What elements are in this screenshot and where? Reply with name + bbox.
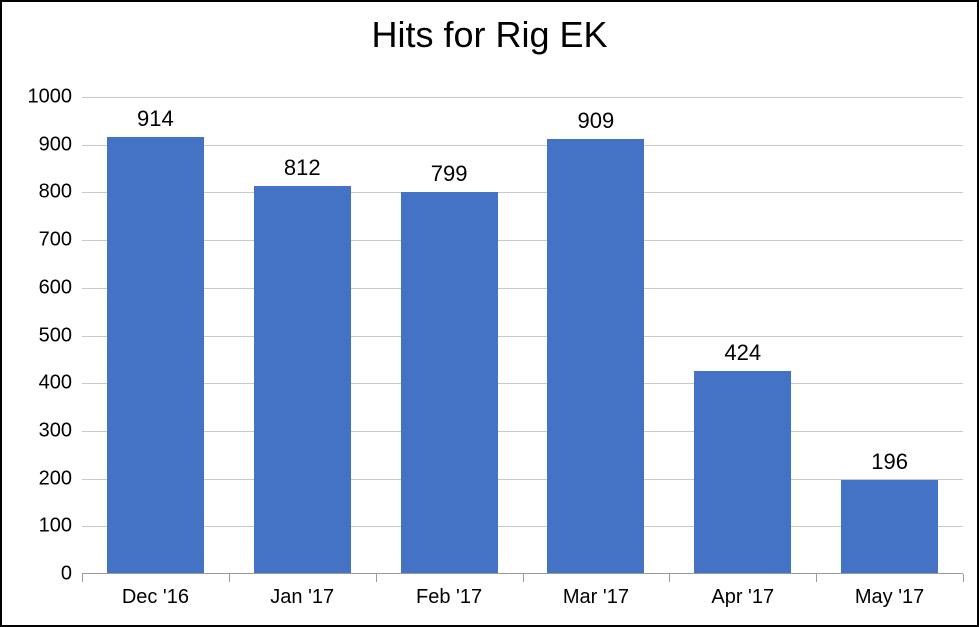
chart-frame: Hits for Rig EK 010020030040050060070080… <box>0 0 979 627</box>
gridline <box>82 336 963 337</box>
y-tick-label: 1000 <box>28 86 83 109</box>
gridline <box>82 192 963 193</box>
y-tick-label: 200 <box>39 467 82 490</box>
x-tick-label: May '17 <box>816 586 963 609</box>
x-tick-separator <box>816 574 817 582</box>
y-tick-label: 300 <box>39 419 82 442</box>
x-tick-label: Jan '17 <box>229 586 376 609</box>
bar <box>254 186 351 573</box>
bar-value-label: 909 <box>578 108 615 140</box>
gridline <box>82 97 963 98</box>
y-tick-label: 400 <box>39 372 82 395</box>
bar <box>547 139 644 573</box>
bar-value-label: 799 <box>431 161 468 193</box>
plot-area: 01002003004005006007008009001000914Dec '… <box>82 97 963 574</box>
bar-value-label: 196 <box>871 449 908 481</box>
gridline <box>82 240 963 241</box>
gridline <box>82 479 963 480</box>
x-tick-separator <box>669 574 670 582</box>
x-tick-separator <box>523 574 524 582</box>
bar <box>694 371 791 573</box>
x-tick-separator <box>82 574 83 582</box>
y-tick-label: 800 <box>39 181 82 204</box>
bar-value-label: 914 <box>137 106 174 138</box>
x-tick-label: Mar '17 <box>523 586 670 609</box>
x-tick-label: Apr '17 <box>669 586 816 609</box>
y-tick-label: 500 <box>39 324 82 347</box>
gridline <box>82 383 963 384</box>
y-tick-label: 0 <box>61 563 82 586</box>
gridline <box>82 288 963 289</box>
bar <box>107 137 204 573</box>
gridline <box>82 431 963 432</box>
y-tick-label: 100 <box>39 515 82 538</box>
gridline <box>82 526 963 527</box>
x-tick-label: Dec '16 <box>82 586 229 609</box>
bar <box>841 480 938 573</box>
bar-value-label: 812 <box>284 155 321 187</box>
y-tick-label: 900 <box>39 133 82 156</box>
bar-value-label: 424 <box>724 340 761 372</box>
bar <box>401 192 498 573</box>
y-tick-label: 700 <box>39 229 82 252</box>
gridline <box>82 145 963 146</box>
chart-title: Hits for Rig EK <box>2 2 977 56</box>
x-tick-separator <box>229 574 230 582</box>
x-tick-separator <box>376 574 377 582</box>
y-tick-label: 600 <box>39 276 82 299</box>
x-tick-separator <box>963 574 964 582</box>
x-tick-label: Feb '17 <box>376 586 523 609</box>
